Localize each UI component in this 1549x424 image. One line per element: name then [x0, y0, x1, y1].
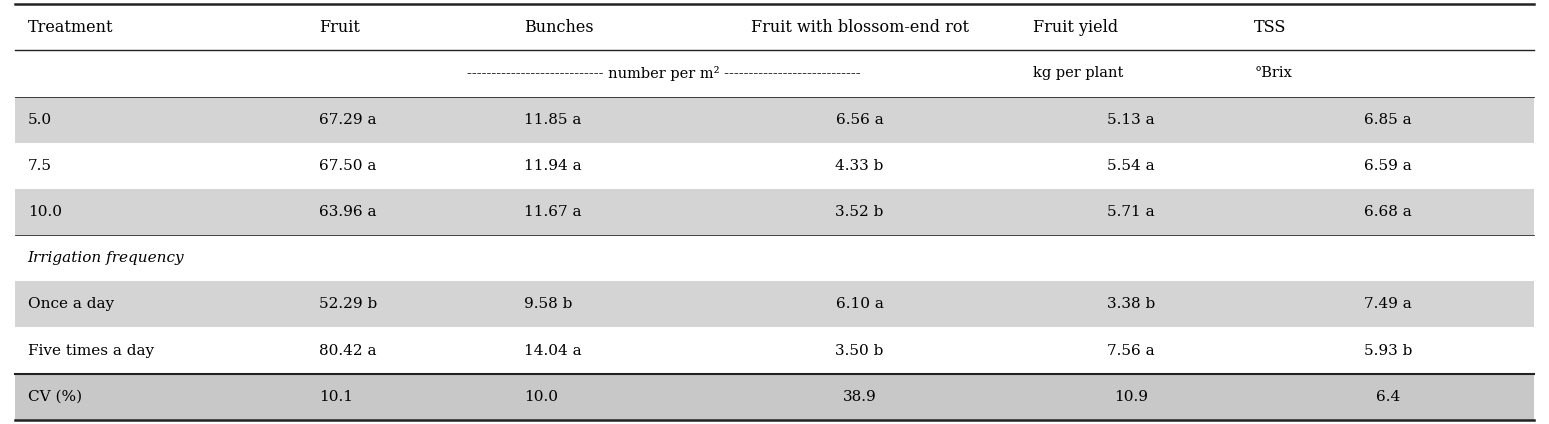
Text: 5.93 b: 5.93 b — [1363, 343, 1413, 357]
Text: CV (%): CV (%) — [28, 390, 82, 404]
Bar — [15, 4, 1534, 50]
Text: 7.56 a: 7.56 a — [1108, 343, 1156, 357]
Bar — [15, 189, 1534, 235]
Text: 52.29 b: 52.29 b — [319, 297, 378, 311]
Text: 11.67 a: 11.67 a — [524, 205, 581, 219]
Text: 10.0: 10.0 — [524, 390, 558, 404]
Text: 7.49 a: 7.49 a — [1365, 297, 1411, 311]
Text: 7.5: 7.5 — [28, 159, 51, 173]
Text: 67.50 a: 67.50 a — [319, 159, 376, 173]
Text: 6.59 a: 6.59 a — [1365, 159, 1411, 173]
Bar — [15, 374, 1534, 420]
Text: 5.54 a: 5.54 a — [1108, 159, 1156, 173]
Text: 80.42 a: 80.42 a — [319, 343, 376, 357]
Bar — [15, 97, 1534, 143]
Text: 6.56 a: 6.56 a — [835, 113, 883, 127]
Text: kg per plant: kg per plant — [1033, 67, 1123, 81]
Text: 38.9: 38.9 — [843, 390, 877, 404]
Text: 14.04 a: 14.04 a — [524, 343, 582, 357]
Text: 3.38 b: 3.38 b — [1108, 297, 1156, 311]
Text: Irrigation frequency: Irrigation frequency — [28, 251, 184, 265]
Text: 5.0: 5.0 — [28, 113, 51, 127]
Text: 11.85 a: 11.85 a — [524, 113, 581, 127]
Text: 3.52 b: 3.52 b — [835, 205, 883, 219]
Text: Five times a day: Five times a day — [28, 343, 153, 357]
Text: 3.50 b: 3.50 b — [835, 343, 883, 357]
Text: Fruit: Fruit — [319, 19, 359, 36]
Text: Fruit yield: Fruit yield — [1033, 19, 1118, 36]
Text: 10.1: 10.1 — [319, 390, 353, 404]
Text: TSS: TSS — [1255, 19, 1287, 36]
Text: 10.9: 10.9 — [1114, 390, 1148, 404]
Text: 11.94 a: 11.94 a — [524, 159, 582, 173]
Text: 6.4: 6.4 — [1376, 390, 1400, 404]
Text: 63.96 a: 63.96 a — [319, 205, 376, 219]
Text: Once a day: Once a day — [28, 297, 113, 311]
Bar — [15, 327, 1534, 374]
Text: 5.13 a: 5.13 a — [1108, 113, 1156, 127]
Bar — [15, 50, 1534, 97]
Text: 6.10 a: 6.10 a — [835, 297, 883, 311]
Text: ---------------------------- number per m² ----------------------------: ---------------------------- number per … — [466, 66, 861, 81]
Text: Bunches: Bunches — [524, 19, 593, 36]
Text: 5.71 a: 5.71 a — [1108, 205, 1156, 219]
Text: 67.29 a: 67.29 a — [319, 113, 376, 127]
Bar — [15, 143, 1534, 189]
Bar — [15, 281, 1534, 327]
Text: Treatment: Treatment — [28, 19, 113, 36]
Text: °Brix: °Brix — [1255, 67, 1292, 81]
Text: Fruit with blossom-end rot: Fruit with blossom-end rot — [751, 19, 968, 36]
Bar — [15, 235, 1534, 281]
Text: 6.68 a: 6.68 a — [1365, 205, 1411, 219]
Text: 6.85 a: 6.85 a — [1365, 113, 1411, 127]
Text: 4.33 b: 4.33 b — [835, 159, 883, 173]
Text: 10.0: 10.0 — [28, 205, 62, 219]
Text: 9.58 b: 9.58 b — [524, 297, 573, 311]
